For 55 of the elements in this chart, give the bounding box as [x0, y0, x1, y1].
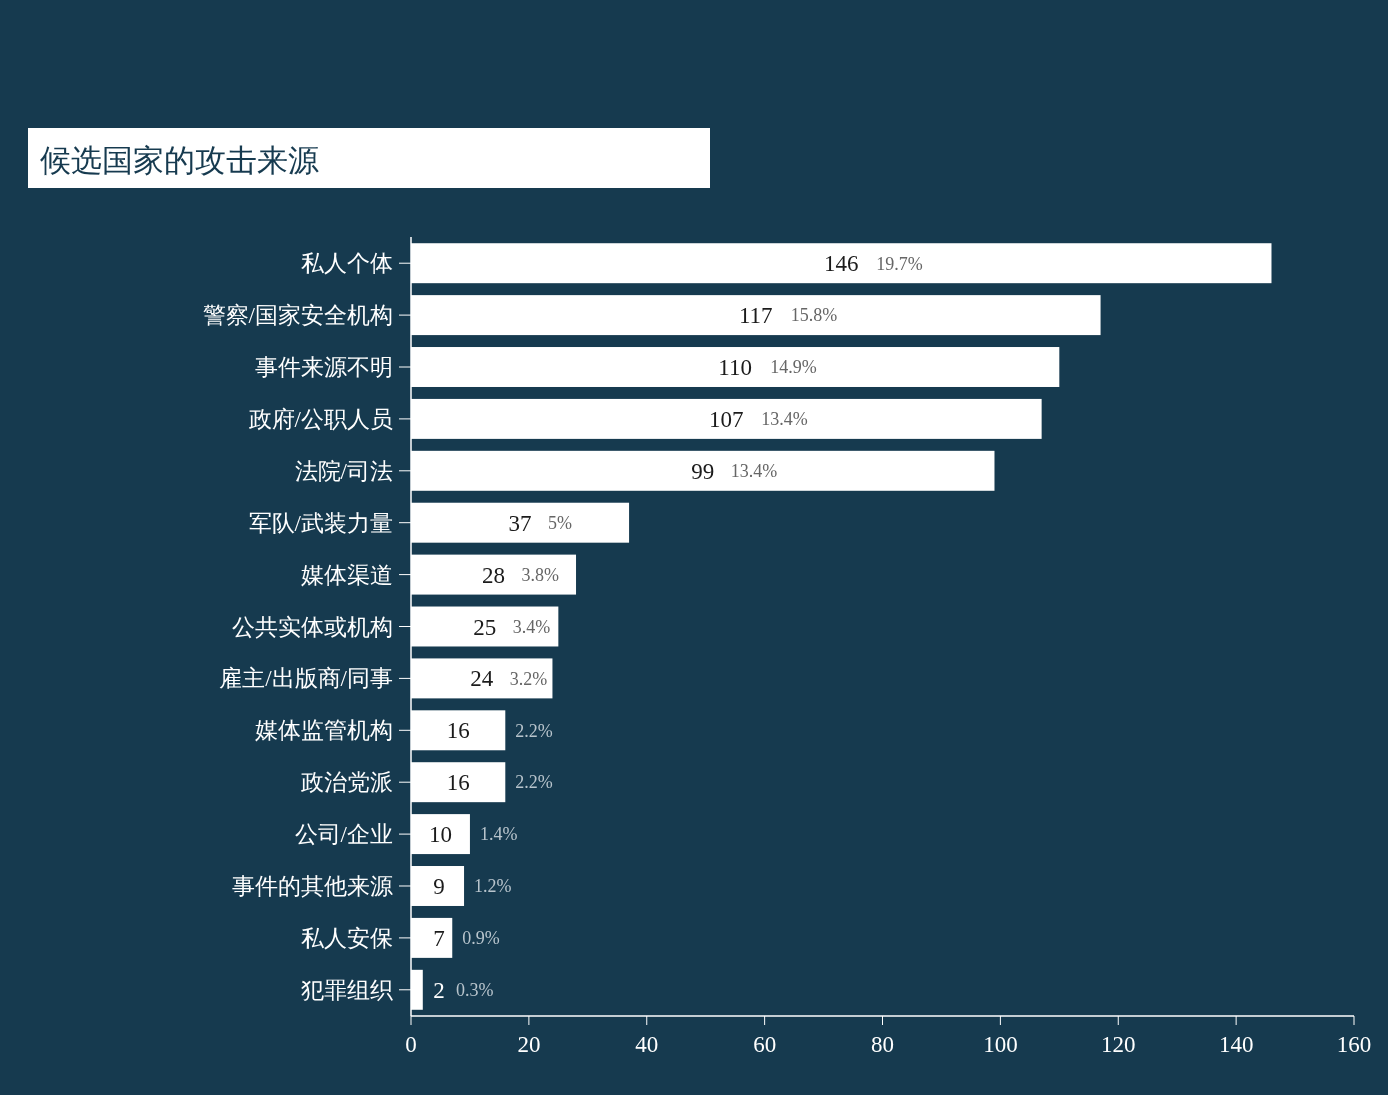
y-tick-label: 媒体渠道 [301, 562, 393, 588]
y-tick-label: 公司/企业 [294, 822, 393, 848]
data-label: 16 [446, 718, 470, 744]
data-label: 16 [446, 770, 470, 796]
data-label: 28 [482, 562, 506, 588]
annotation: 13.4% [761, 409, 808, 430]
annotation: 15.8% [790, 305, 838, 326]
annotation: 3.2% [509, 668, 548, 689]
annotation: 1.4% [479, 824, 518, 845]
data-label: 99 [691, 458, 715, 484]
data-label: 9 [433, 874, 445, 900]
y-tick-label: 事件的其他来源 [232, 874, 393, 900]
y-tick-label: 政治党派 [301, 770, 393, 796]
y-tick-label: 媒体监管机构 [255, 718, 393, 744]
x-tick-label: 20 [517, 1032, 541, 1058]
y-tick-label: 私人安保 [301, 925, 393, 951]
chart-title: 候选国家的攻击来源 [40, 142, 319, 178]
y-tick-label: 政府/公职人员 [248, 406, 393, 432]
annotation: 2.2% [515, 720, 553, 741]
annotation: 3.4% [512, 616, 551, 637]
data-label: 110 [718, 355, 752, 381]
x-tick-label: 160 [1336, 1032, 1372, 1058]
y-tick-label: 军队/武装力量 [248, 510, 393, 536]
data-label: 2 [433, 977, 445, 1003]
y-tick-label: 法院/司法 [294, 458, 393, 484]
x-tick-label: 100 [983, 1032, 1018, 1058]
annotation: 13.4% [730, 461, 778, 482]
y-tick-label: 犯罪组织 [301, 977, 393, 1003]
data-label: 24 [470, 666, 494, 692]
y-tick-label: 警察/国家安全机构 [202, 303, 393, 329]
data-label: 7 [433, 925, 445, 951]
y-tick-label: 公共实体或机构 [232, 614, 393, 640]
annotation: 0.9% [462, 928, 500, 949]
annotation: 14.9% [770, 357, 817, 378]
x-tick-label: 140 [1218, 1032, 1254, 1058]
data-label: 117 [738, 303, 773, 329]
annotation: 5% [548, 513, 573, 533]
data-label: 107 [709, 406, 744, 432]
annotation: 0.3% [456, 980, 494, 1001]
x-tick-label: 80 [871, 1032, 894, 1058]
y-tick-label: 私人个体 [301, 251, 393, 277]
annotation: 19.7% [876, 253, 923, 274]
data-label: 146 [823, 251, 859, 277]
x-tick-label: 60 [753, 1032, 777, 1058]
annotation: 2.2% [515, 772, 553, 793]
data-label: 37 [508, 510, 532, 536]
data-label: 10 [428, 822, 452, 848]
x-tick-label: 40 [635, 1032, 659, 1058]
y-tick-label: 事件来源不明 [255, 355, 393, 381]
annotation: 1.2% [474, 876, 512, 897]
data-label: 25 [473, 614, 497, 640]
x-tick-label: 0 [405, 1032, 417, 1058]
x-tick-label: 120 [1101, 1032, 1136, 1058]
y-tick-label: 雇主/出版商/同事 [219, 666, 393, 692]
annotation: 3.8% [521, 564, 560, 585]
